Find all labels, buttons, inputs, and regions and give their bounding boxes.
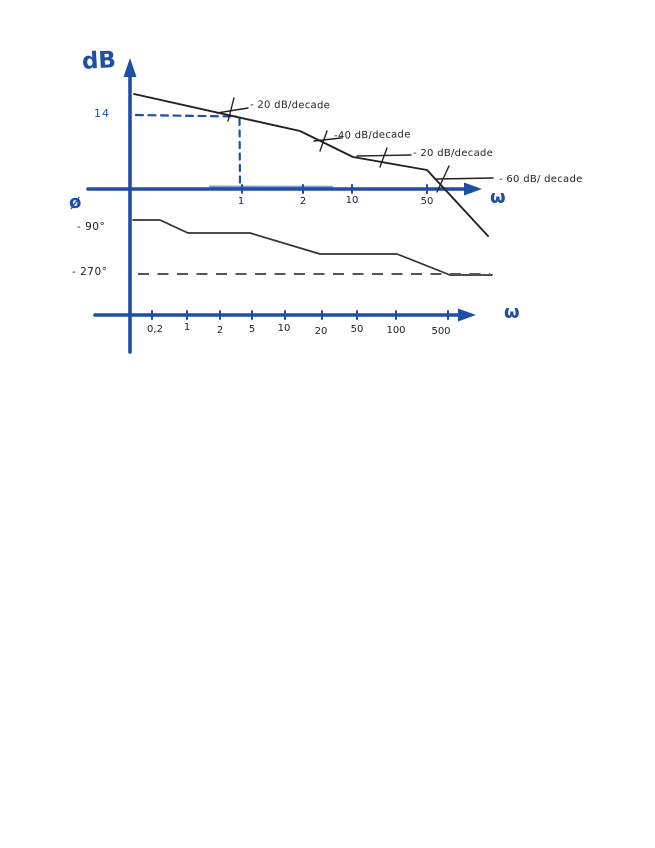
phase-tick-label-100: 100 (386, 325, 406, 336)
slope-mark-slash-3 (379, 147, 388, 168)
slope-label-60: - 60 dB/ decade (499, 174, 583, 185)
phase-tick-label-20: 20 (314, 326, 328, 337)
slope-mark-slash-2 (319, 130, 328, 152)
phase-curve (132, 219, 493, 276)
slope-mark-line-4 (436, 177, 494, 180)
y-axis-arrowhead (123, 58, 137, 77)
gain-14-label: 14 (94, 107, 110, 120)
slope-mark-slash-1 (227, 97, 235, 122)
slope-label-20-second: - 20 dB/decade (413, 148, 494, 159)
magnitude-curve (133, 93, 489, 237)
slope-label-40: -40 dB/decade (333, 129, 411, 142)
magnitude-omega-label: ω (490, 187, 506, 208)
dashed-guide-vertical (238, 117, 242, 188)
phi-axis-label: ø (67, 191, 83, 214)
phase-omega-label: ω (504, 302, 520, 323)
slope-mark-line-2 (313, 137, 342, 142)
phase-tick-label-1: 1 (183, 322, 191, 333)
slope-label-20-first: - 20 dB/decade (249, 99, 331, 112)
dashed-guide-horizontal (134, 113, 238, 118)
magnitude-axis-arrowhead (464, 182, 482, 196)
phase-label-minus-90: - 90° (77, 221, 106, 233)
phase-axis-arrowhead (458, 308, 476, 322)
phase-tick-label-50: 50 (350, 324, 364, 335)
curves-group (133, 93, 494, 237)
db-axis-label: dB (81, 47, 117, 75)
axes-group (86, 72, 470, 354)
slope-mark-line-1 (216, 107, 249, 114)
magnitude-tick-label-2: 2 (299, 196, 307, 207)
phase-tick-label-500: 500 (431, 326, 451, 337)
magnitude-tick-label-50: 50 (420, 196, 434, 207)
phase-tick-label-0-2: 0,2 (147, 324, 163, 335)
phase-tick-label-5: 5 (248, 324, 256, 335)
axis-arrowheads (123, 58, 482, 322)
slope-mark-slash-4 (436, 165, 450, 193)
phase-label-minus-270: - 270° (72, 266, 108, 278)
magnitude-tick-label-1: 1 (237, 196, 245, 207)
magnitude-tick-label-10: 10 (345, 195, 359, 206)
phase-tick-label-10: 10 (277, 323, 291, 334)
phase-tick-label-2: 2 (216, 325, 224, 336)
